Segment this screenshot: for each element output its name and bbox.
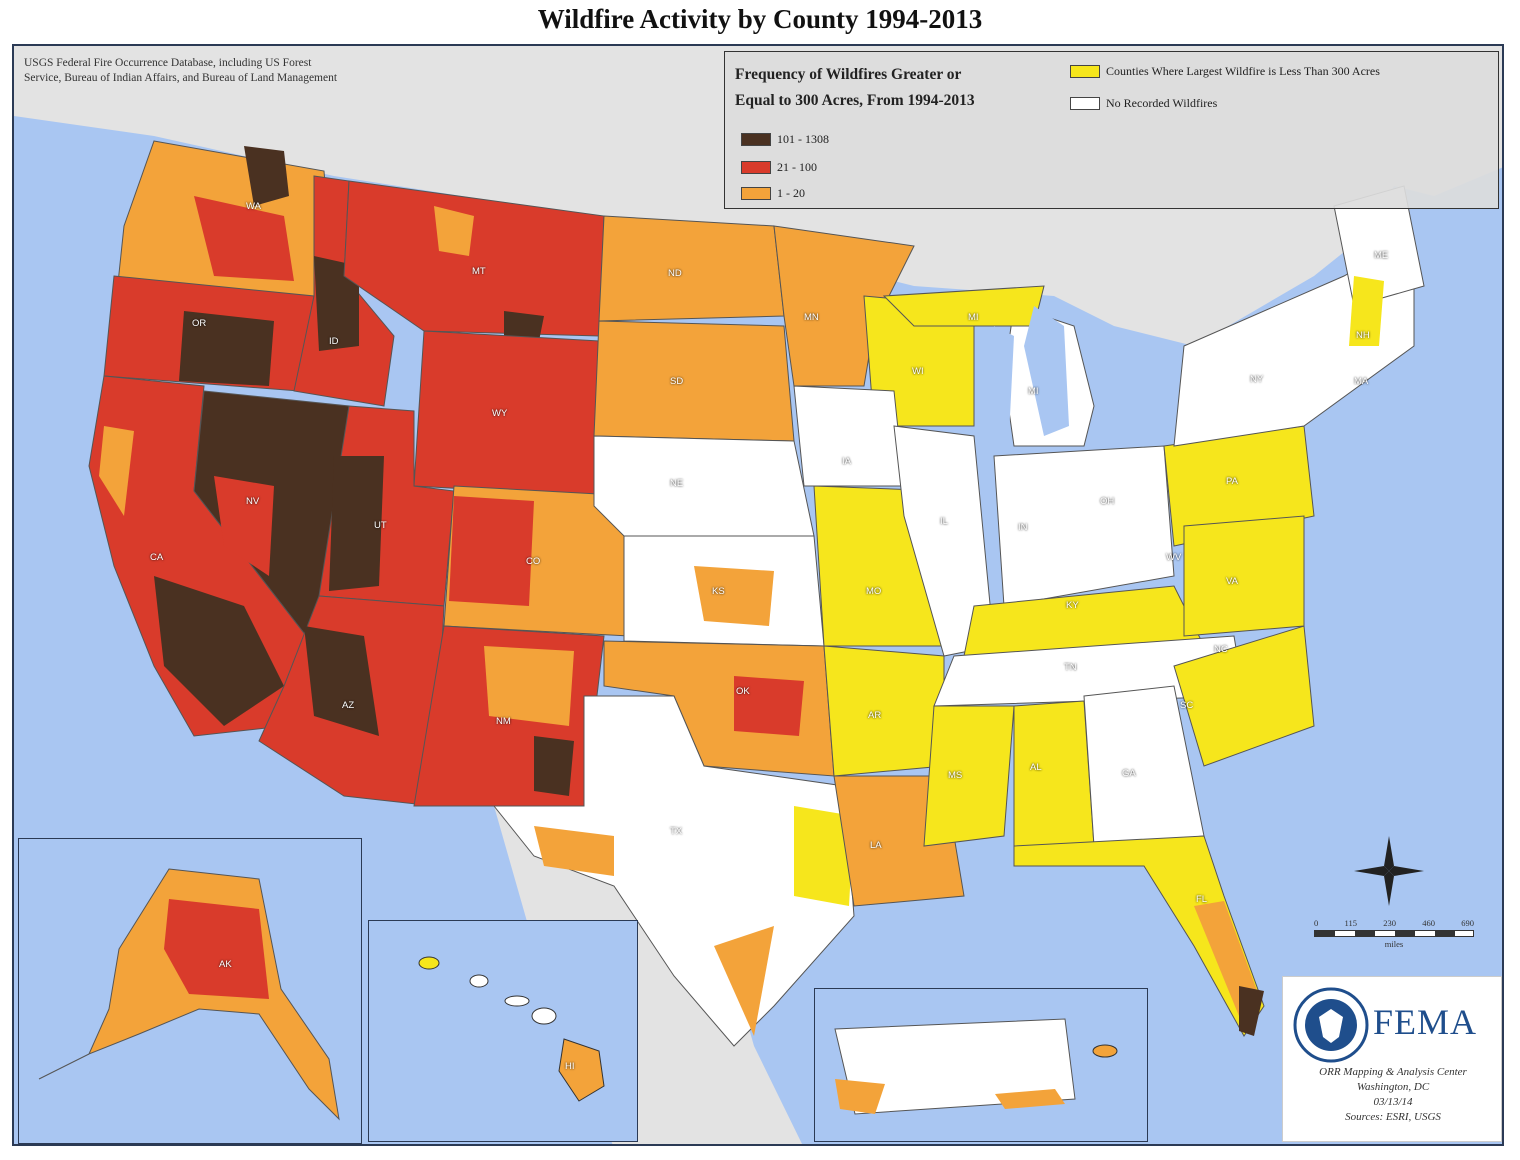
dhs-seal-icon — [1293, 987, 1369, 1063]
state-label-az: AZ — [342, 700, 355, 711]
state-label-wi: WI — [912, 366, 924, 377]
hawaii-map — [418, 956, 605, 1102]
state-label-fl: FL — [1196, 894, 1208, 905]
state-label-nd: ND — [668, 268, 682, 279]
credit-line-2: Washington, DC — [1356, 1081, 1430, 1093]
scale-tick: 115 — [1344, 918, 1357, 928]
state-label-ma: MA — [1354, 376, 1369, 387]
state-label-mi-up: MI — [968, 312, 979, 323]
state-label-or: OR — [192, 318, 207, 329]
credit-line-1: ORR Mapping & Analysis Center — [1319, 1066, 1467, 1078]
legend-label: 21 - 100 — [777, 160, 817, 174]
legend-title-line-2: Equal to 300 Acres, From 1994-2013 — [735, 92, 975, 109]
state-label-ne: NE — [670, 478, 684, 489]
state-label-wv: WV — [1166, 552, 1182, 563]
state-label-ia: IA — [842, 456, 851, 467]
state-label-nc: NC — [1214, 644, 1228, 655]
legend-class-1-20: 1 - 20 — [741, 186, 805, 201]
source-note: USGS Federal Fire Occurrence Database, i… — [24, 56, 504, 86]
state-label-ar: AR — [868, 710, 882, 721]
alaska-map — [38, 868, 340, 1121]
state-label-il: IL — [940, 516, 948, 527]
state-label-ut: UT — [374, 520, 387, 531]
legend-small-fires: Counties Where Largest Wildfire is Less … — [1070, 64, 1380, 79]
map-frame: USGS Federal Fire Occurrence Database, i… — [12, 44, 1504, 1146]
state-label-ga: GA — [1122, 768, 1136, 779]
state-label-mn: MN — [804, 312, 819, 323]
legend-swatch — [1070, 65, 1100, 78]
credit-line-4: Sources: ESRI, USGS — [1345, 1111, 1441, 1123]
state-label-oh: OH — [1100, 496, 1115, 507]
state-label-ny: NY — [1250, 374, 1264, 385]
scale-ticks: 0 115 230 460 690 — [1314, 918, 1474, 928]
scale-unit: miles — [1384, 939, 1404, 949]
state-label-mi: MI — [1028, 386, 1039, 397]
state-label-co: CO — [526, 556, 541, 567]
scale-tick: 460 — [1422, 918, 1435, 928]
hawaii-inset: HI — [368, 920, 638, 1142]
legend-class-21-100: 21 - 100 — [741, 160, 817, 175]
state-label-la: LA — [870, 840, 882, 851]
legend-label: No Recorded Wildfires — [1106, 96, 1218, 110]
state-label-va: VA — [1226, 576, 1238, 587]
state-label-mt: MT — [472, 266, 486, 277]
legend-swatch — [741, 187, 771, 200]
scale-graphic — [1314, 930, 1474, 937]
state-label-nm: NM — [496, 716, 511, 727]
state-label-id: ID — [329, 336, 339, 347]
scale-bar: 0 115 230 460 690 miles — [1314, 918, 1474, 949]
legend-swatch — [741, 161, 771, 174]
state-label-sd: SD — [670, 376, 684, 387]
scale-tick: 0 — [1314, 918, 1319, 928]
legend-label: Counties Where Largest Wildfire is Less … — [1106, 64, 1380, 78]
legend-label: 1 - 20 — [777, 186, 805, 200]
state-label-in: IN — [1018, 522, 1028, 533]
credit-text: ORR Mapping & Analysis Center Washington… — [1283, 1065, 1502, 1125]
state-label-wy: WY — [492, 408, 508, 419]
state-label-al: AL — [1030, 762, 1042, 773]
alaska-inset: AK — [18, 838, 362, 1144]
credit-line-3: 03/13/14 — [1373, 1096, 1413, 1108]
state-label-tn: TN — [1064, 662, 1077, 673]
state-label-ok: OK — [736, 686, 750, 697]
legend-label: 101 - 1308 — [777, 132, 829, 146]
state-label-nv: NV — [246, 496, 260, 507]
state-label-ms: MS — [948, 770, 963, 781]
legend-class-101-1308: 101 - 1308 — [741, 132, 829, 147]
puerto-rico-map — [834, 1018, 1118, 1115]
state-label-ca: CA — [150, 552, 164, 563]
scale-tick: 690 — [1461, 918, 1474, 928]
legend-swatch — [1070, 97, 1100, 110]
fema-logo-text: FEMA — [1373, 1002, 1478, 1042]
compass-rose-icon — [1354, 836, 1424, 906]
legend-no-fires: No Recorded Wildfires — [1070, 96, 1217, 111]
state-label-ky: KY — [1066, 600, 1079, 611]
state-label-ks: KS — [712, 586, 725, 597]
state-label-hi: HI — [565, 1061, 575, 1072]
map-legend: Frequency of Wildfires Greater or Equal … — [724, 51, 1499, 209]
state-label-ak: AK — [219, 959, 232, 970]
state-label-mo: MO — [866, 586, 882, 597]
fema-credit-box: FEMA ORR Mapping & Analysis Center Washi… — [1282, 976, 1502, 1142]
state-label-tx: TX — [670, 826, 683, 837]
legend-title-line-1: Frequency of Wildfires Greater or — [735, 66, 962, 83]
state-label-me: ME — [1374, 250, 1389, 261]
legend-title: Frequency of Wildfires Greater or Equal … — [735, 62, 1055, 114]
map-title: Wildfire Activity by County 1994-2013 — [537, 4, 983, 34]
source-line-2: Service, Bureau of Indian Affairs, and B… — [24, 72, 338, 84]
state-label-wa: WA — [246, 201, 261, 212]
us-map — [14, 46, 1502, 1144]
state-label-pa: PA — [1226, 476, 1238, 487]
legend-swatch — [741, 133, 771, 146]
puerto-rico-inset — [814, 988, 1148, 1142]
scale-tick: 230 — [1383, 918, 1396, 928]
state-label-sc: SC — [1180, 700, 1194, 711]
state-label-nh: NH — [1356, 330, 1370, 341]
source-line-1: USGS Federal Fire Occurrence Database, i… — [24, 57, 312, 69]
